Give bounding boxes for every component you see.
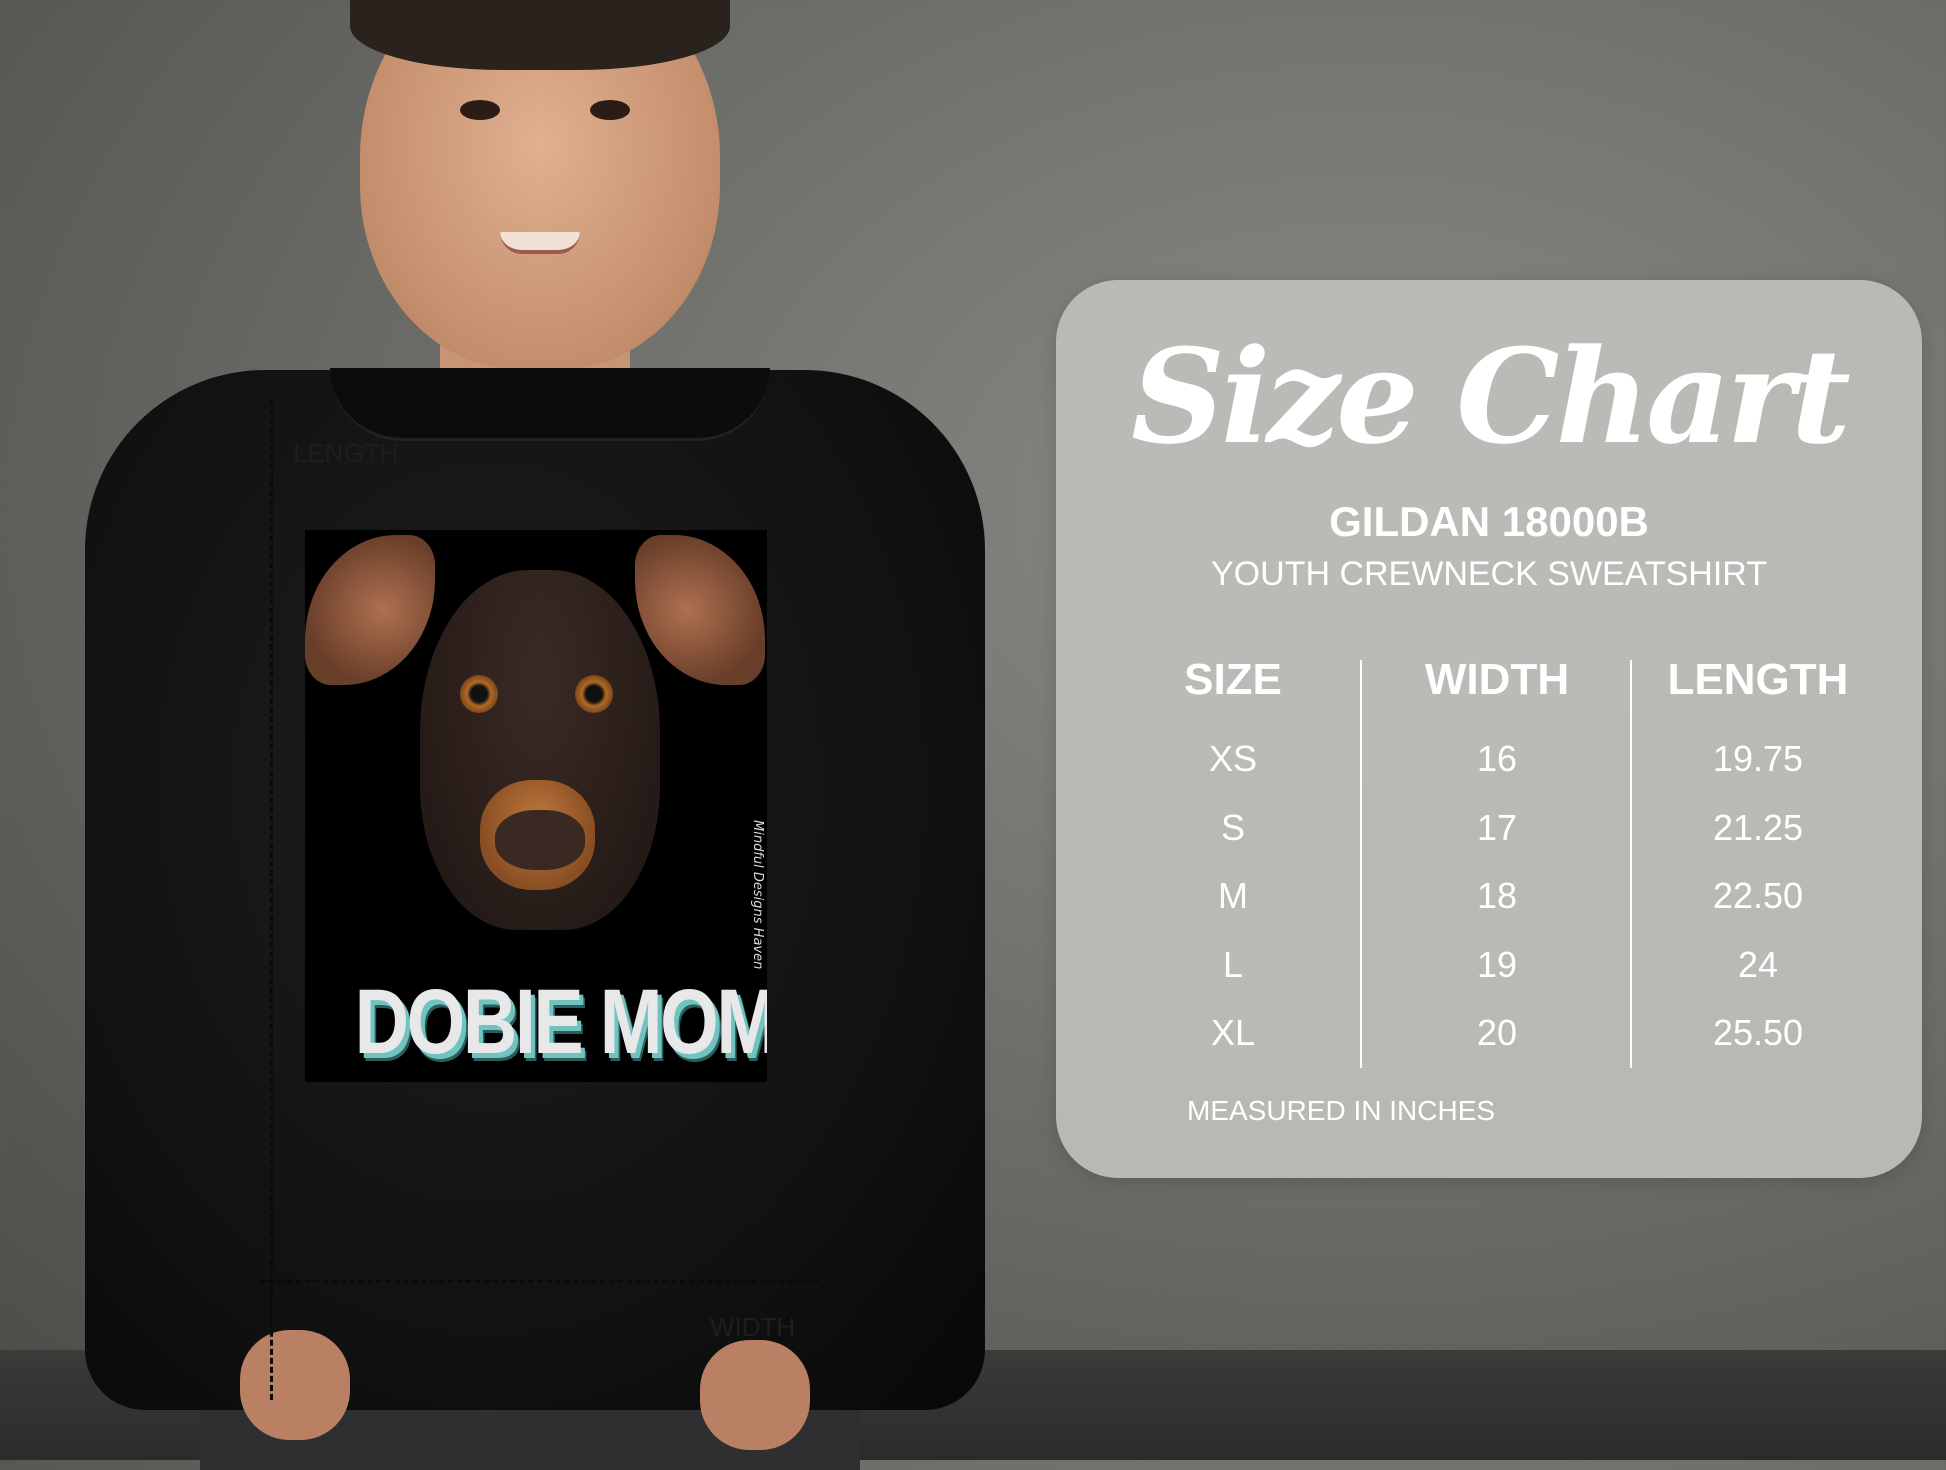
table-cell: 19 xyxy=(1476,943,1518,985)
column-divider xyxy=(1360,660,1362,1068)
width-column: WIDTH 16 17 18 19 20 xyxy=(1367,655,1627,1082)
table-cell: M xyxy=(1218,875,1248,916)
width-label: WIDTH xyxy=(710,1312,796,1342)
column-header: LENGTH xyxy=(1667,655,1849,704)
product-name: YOUTH CREWNECK SWEATSHIRT xyxy=(1211,555,1767,593)
dog-nose xyxy=(495,810,585,870)
table-cell: L xyxy=(1222,943,1244,985)
hair xyxy=(350,0,730,70)
dog-ear xyxy=(635,535,765,685)
table-cell: 24 xyxy=(1737,943,1779,985)
sweatshirt-print: DOBIE MOM Mindful Designs Haven xyxy=(305,530,767,1082)
mouth xyxy=(500,232,580,254)
dog-eye xyxy=(460,675,498,713)
table-cell: XS xyxy=(1208,738,1258,779)
table-cell: 25.50 xyxy=(1712,1012,1804,1053)
collar xyxy=(330,368,770,441)
column-header: SIZE xyxy=(1184,655,1282,704)
measurement-note: MEASURED IN INCHES xyxy=(1187,1095,1496,1126)
print-watermark: Mindful Designs Haven xyxy=(750,820,765,970)
size-column: SIZE XS S M L XL xyxy=(1103,655,1363,1082)
length-column: LENGTH 19.75 21.25 22.50 24 25.50 xyxy=(1628,655,1888,1082)
table-cell: XL xyxy=(1210,1012,1256,1053)
table-cell: 17 xyxy=(1476,806,1518,848)
brand-model: GILDAN 18000B xyxy=(1329,498,1649,545)
print-slogan: DOBIE MOM xyxy=(354,971,767,1073)
size-chart-title: Size Chart xyxy=(1131,320,1851,473)
length-label: LENGTH xyxy=(293,438,399,468)
hand xyxy=(700,1340,810,1450)
width-measure-line xyxy=(260,1280,820,1283)
eye xyxy=(590,100,630,120)
table-cell: 22.50 xyxy=(1712,875,1804,916)
column-header: WIDTH xyxy=(1424,655,1570,704)
table-cell: 16 xyxy=(1476,738,1518,779)
size-chart-panel: Size Chart GILDAN 18000B YOUTH CREWNECK … xyxy=(1056,280,1922,1178)
table-cell: 21.25 xyxy=(1712,806,1804,848)
hand xyxy=(240,1330,350,1440)
eye xyxy=(460,100,500,120)
dog-ear xyxy=(305,535,435,685)
table-cell: S xyxy=(1220,806,1245,848)
table-cell: 18 xyxy=(1476,875,1518,916)
length-measure-line xyxy=(270,400,273,1400)
dog-eye xyxy=(575,675,613,713)
column-divider xyxy=(1630,660,1632,1068)
table-cell: 19.75 xyxy=(1712,738,1804,779)
table-cell: 20 xyxy=(1476,1012,1518,1053)
